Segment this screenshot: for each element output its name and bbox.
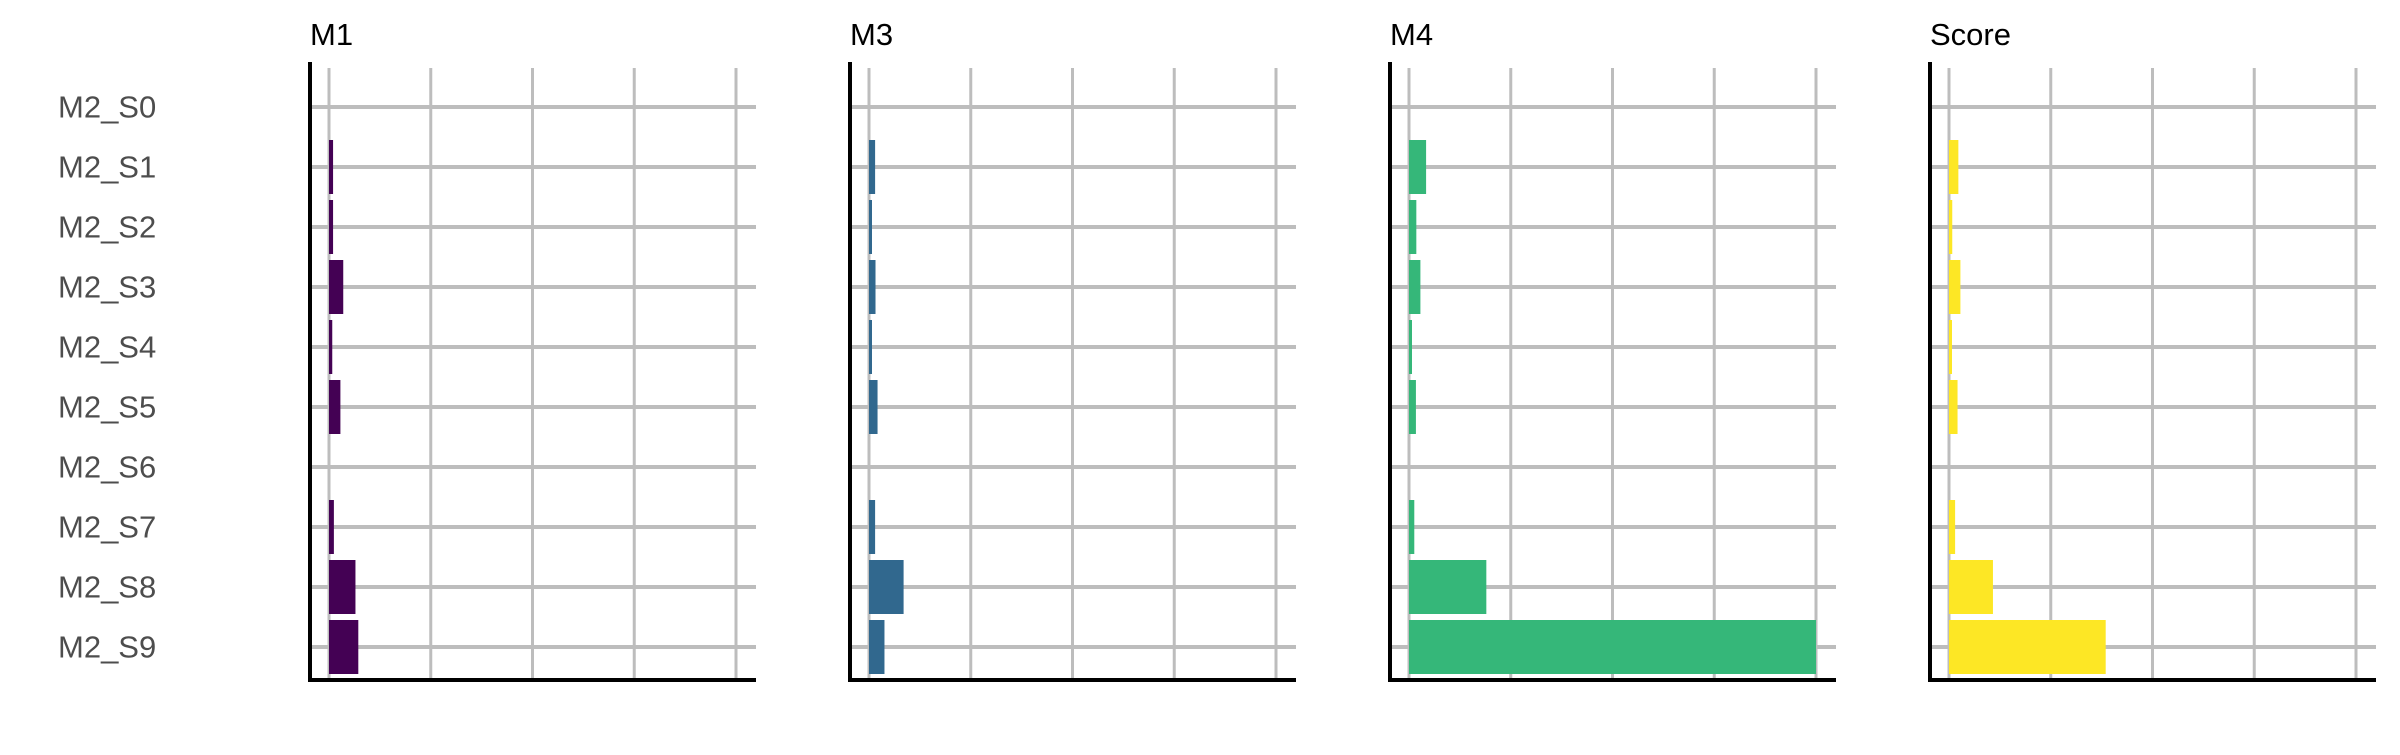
category-label: M2_S5: [58, 390, 156, 425]
panel-title: M4: [1390, 17, 1433, 52]
panel-m4: M4: [1388, 17, 1836, 682]
bar: [1409, 140, 1427, 194]
bar: [1949, 380, 1958, 434]
bar: [329, 560, 356, 614]
category-label: M2_S3: [58, 270, 156, 305]
bar: [869, 140, 876, 194]
bar: [869, 500, 876, 554]
bar: [1949, 500, 1956, 554]
category-label: M2_S7: [58, 510, 156, 545]
bar: [329, 380, 341, 434]
category-label: M2_S0: [58, 90, 156, 125]
category-label: M2_S4: [58, 330, 156, 365]
bar: [1409, 200, 1417, 254]
panel-title: Score: [1930, 17, 2011, 52]
bar: [1949, 140, 1959, 194]
bar: [329, 200, 334, 254]
bar: [329, 620, 359, 674]
bar: [869, 560, 904, 614]
bar: [329, 140, 334, 194]
bar: [1409, 320, 1412, 374]
panel-score: Score: [1928, 17, 2376, 682]
bar: [1949, 200, 1953, 254]
bar: [869, 380, 878, 434]
category-label: M2_S2: [58, 210, 156, 245]
bar: [1409, 500, 1415, 554]
bar: [1949, 560, 1993, 614]
bar: [869, 620, 885, 674]
bar: [869, 320, 872, 374]
bar: [329, 260, 344, 314]
bar: [869, 200, 872, 254]
bar: [1409, 260, 1421, 314]
category-label: M2_S9: [58, 630, 156, 665]
category-label: M2_S1: [58, 150, 156, 185]
bar: [329, 320, 333, 374]
bar: [1949, 620, 2106, 674]
bar: [1949, 320, 1952, 374]
panel-m3: M3: [848, 17, 1296, 682]
bar: [1409, 380, 1416, 434]
bar: [869, 260, 876, 314]
panel-title: M1: [310, 17, 353, 52]
bar: [1409, 620, 1816, 674]
category-label: M2_S6: [58, 450, 156, 485]
panel-m1: M1: [308, 17, 756, 682]
category-label: M2_S8: [58, 570, 156, 605]
panel-title: M3: [850, 17, 893, 52]
bar: [329, 500, 334, 554]
bar: [1409, 560, 1487, 614]
bar: [1949, 260, 1961, 314]
